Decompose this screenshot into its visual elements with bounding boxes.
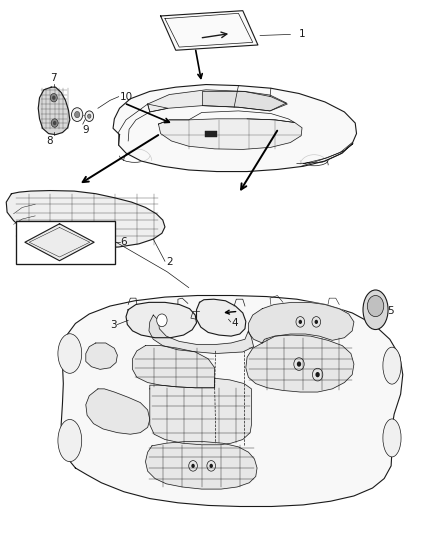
Polygon shape [161, 11, 258, 50]
Polygon shape [126, 302, 197, 338]
Polygon shape [133, 345, 215, 388]
Circle shape [53, 121, 57, 125]
Text: 1: 1 [299, 29, 306, 39]
Polygon shape [25, 224, 94, 261]
Circle shape [299, 320, 302, 324]
Circle shape [191, 464, 195, 468]
Bar [16, 221, 115, 264]
Ellipse shape [58, 419, 82, 462]
Text: 5: 5 [388, 306, 394, 316]
Polygon shape [148, 90, 287, 112]
Ellipse shape [383, 347, 401, 384]
Polygon shape [113, 85, 357, 172]
Polygon shape [159, 119, 302, 149]
Polygon shape [150, 378, 251, 445]
Ellipse shape [58, 334, 82, 373]
Polygon shape [145, 442, 257, 489]
Text: 10: 10 [120, 92, 133, 102]
Polygon shape [61, 295, 403, 506]
Circle shape [52, 95, 56, 100]
Circle shape [297, 361, 301, 367]
Ellipse shape [383, 419, 401, 457]
Ellipse shape [367, 295, 384, 317]
Circle shape [157, 314, 167, 327]
Polygon shape [197, 299, 246, 336]
Circle shape [51, 119, 58, 127]
Circle shape [209, 464, 213, 468]
Polygon shape [202, 91, 286, 111]
Polygon shape [246, 335, 354, 392]
Text: 8: 8 [46, 136, 53, 146]
Text: 3: 3 [110, 319, 117, 329]
Text: 7: 7 [50, 73, 57, 83]
Text: 4: 4 [231, 318, 238, 328]
Circle shape [315, 372, 320, 377]
Circle shape [88, 114, 91, 118]
Polygon shape [38, 87, 70, 135]
Polygon shape [248, 302, 354, 343]
Polygon shape [86, 389, 150, 434]
Circle shape [85, 111, 94, 122]
Ellipse shape [363, 290, 388, 329]
Circle shape [71, 108, 83, 122]
Text: 2: 2 [166, 257, 173, 267]
Text: 6: 6 [120, 237, 127, 247]
Polygon shape [149, 315, 254, 353]
Circle shape [50, 93, 57, 102]
Circle shape [314, 320, 318, 324]
Text: 9: 9 [82, 125, 89, 135]
Bar [205, 131, 217, 138]
Circle shape [74, 111, 80, 118]
Polygon shape [86, 343, 117, 369]
Polygon shape [6, 191, 165, 248]
